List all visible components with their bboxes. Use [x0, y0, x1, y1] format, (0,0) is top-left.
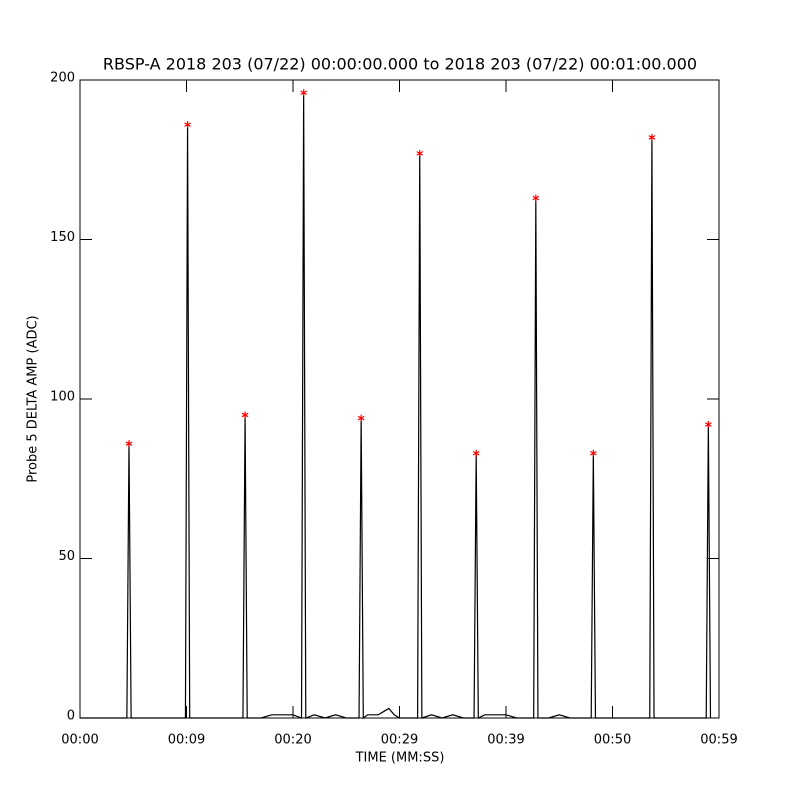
x-tick-label: 00:29 [381, 733, 418, 748]
peak-marker [300, 89, 307, 97]
y-tick-label: 0 [67, 709, 75, 724]
y-tick-label: 100 [50, 390, 75, 405]
x-axis-label: TIME (MM:SS) [355, 751, 445, 766]
x-tick-label: 00:59 [700, 733, 737, 748]
peak-marker [184, 121, 191, 129]
peak-marker [241, 411, 249, 419]
peak-marker [589, 449, 597, 457]
chart-title: RBSP-A 2018 203 (07/22) 00:00:00.000 to … [103, 55, 697, 74]
x-tick-label: 00:00 [61, 733, 98, 748]
x-tick-label: 00:50 [594, 733, 631, 748]
peak-marker [416, 149, 424, 157]
y-axis-label: Probe 5 DELTA AMP (ADC) [26, 315, 41, 482]
x-tick-label: 00:09 [168, 733, 205, 748]
plot-frame [79, 79, 720, 719]
x-tick-label: 00:39 [487, 733, 524, 748]
y-tick-label: 150 [50, 230, 75, 245]
data-line [80, 92, 712, 720]
y-tick-label: 50 [58, 549, 75, 564]
peak-marker [705, 421, 712, 429]
y-tick-label: 200 [50, 71, 75, 86]
x-tick-label: 00:20 [274, 733, 311, 748]
peak-marker [125, 440, 133, 448]
peak-marker [357, 414, 365, 422]
peak-marker [472, 449, 480, 457]
peak-marker [532, 194, 540, 202]
peak-marker [648, 133, 656, 141]
